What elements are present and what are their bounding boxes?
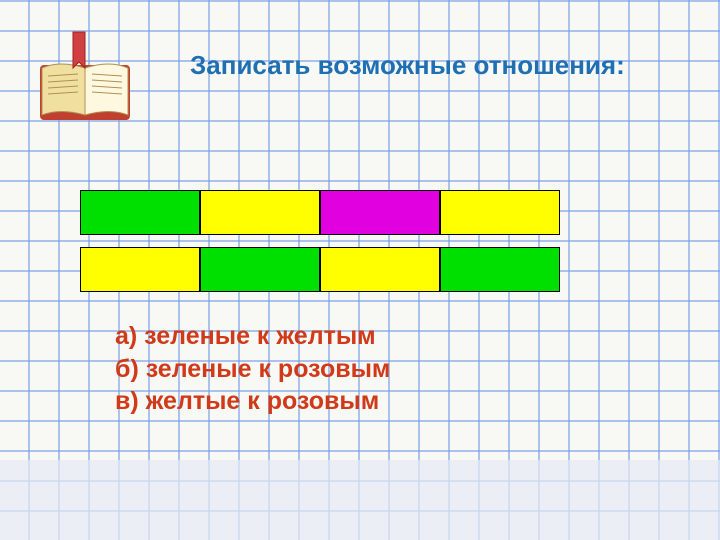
grid-cell bbox=[80, 247, 200, 292]
questions-block: а) зеленые к желтым б) зеленые к розовым… bbox=[115, 320, 390, 418]
page-title: Записать возможные отношения: bbox=[190, 50, 625, 81]
question-b: б) зеленые к розовым bbox=[115, 353, 390, 386]
grid-cell bbox=[440, 190, 560, 235]
color-grid bbox=[80, 190, 560, 292]
book-icon bbox=[30, 20, 140, 130]
bottom-band bbox=[0, 460, 720, 540]
grid-cell bbox=[440, 247, 560, 292]
grid-cell bbox=[320, 247, 440, 292]
grid-cell bbox=[200, 190, 320, 235]
question-a: а) зеленые к желтым bbox=[115, 320, 390, 353]
question-c: в) желтые к розовым bbox=[115, 385, 390, 418]
grid-row bbox=[80, 247, 560, 292]
grid-row bbox=[80, 190, 560, 235]
grid-cell bbox=[200, 247, 320, 292]
grid-cell bbox=[320, 190, 440, 235]
grid-cell bbox=[80, 190, 200, 235]
